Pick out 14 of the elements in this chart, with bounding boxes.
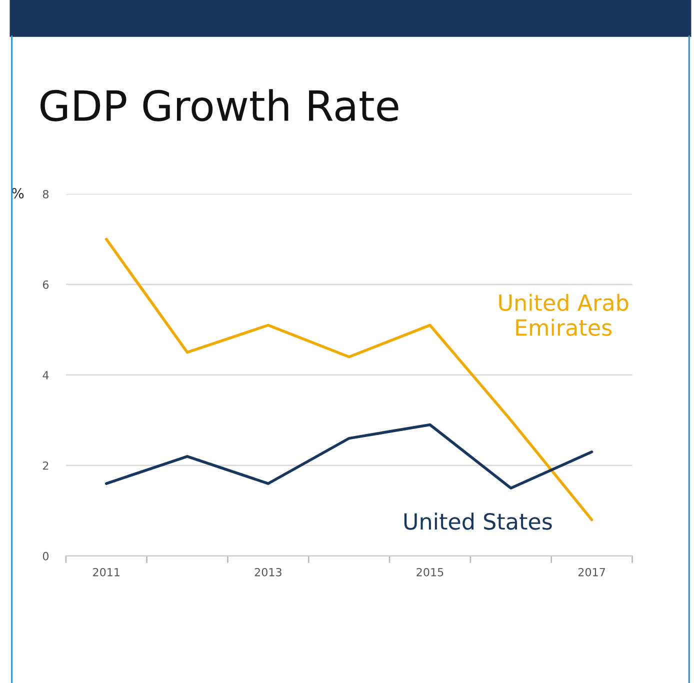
x-tick-label: 2017 bbox=[578, 568, 605, 576]
y-tick-label: 0 bbox=[42, 552, 49, 560]
y-axis-title: % bbox=[12, 188, 24, 199]
y-tick-label: 8 bbox=[42, 190, 49, 198]
y-tick-label: 4 bbox=[42, 371, 49, 380]
text: United Arab Emirates bbox=[499, 294, 628, 336]
x-tick-label: 2015 bbox=[416, 568, 444, 576]
chart-title: GDP Growth Rate bbox=[40, 89, 398, 122]
y-tick-label: 6 bbox=[42, 280, 49, 289]
series-label: United States bbox=[404, 512, 552, 530]
line-series bbox=[104, 423, 594, 490]
y-tick-label: 2 bbox=[43, 461, 48, 470]
x-tick-label: 2011 bbox=[93, 568, 120, 576]
x-tick-label: 2013 bbox=[254, 568, 282, 576]
